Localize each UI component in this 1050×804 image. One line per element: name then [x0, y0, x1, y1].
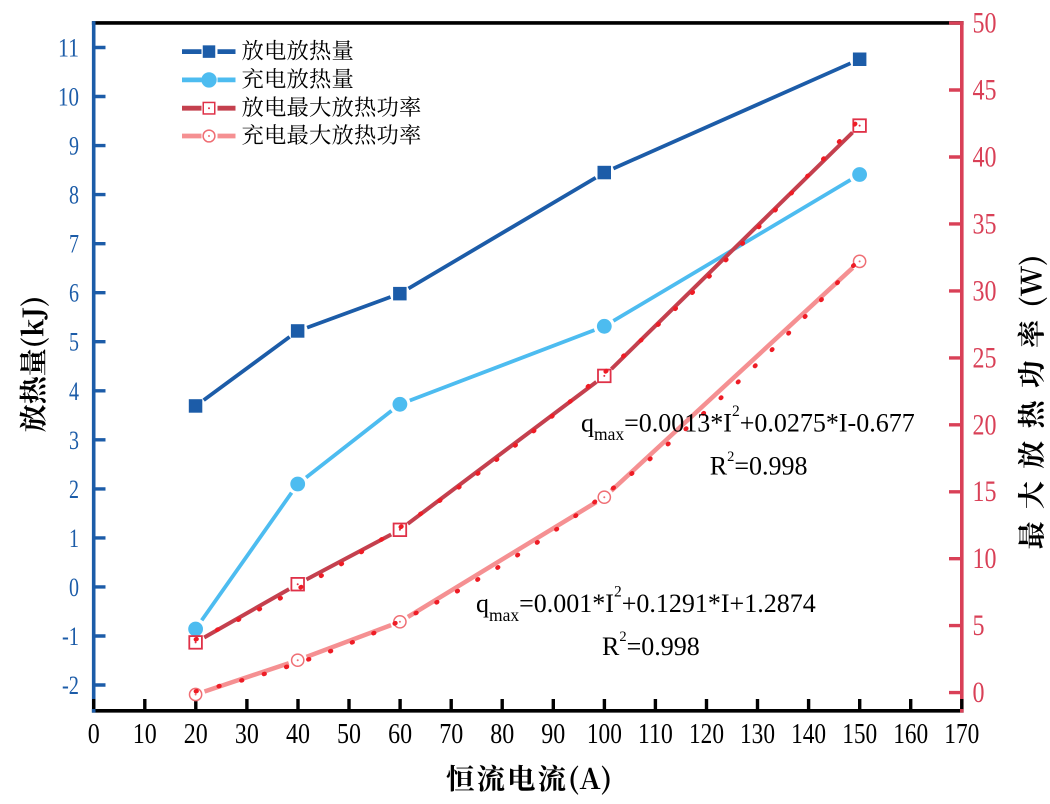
svg-text:2: 2: [69, 475, 79, 504]
svg-text:140: 140: [791, 718, 826, 750]
svg-text:25: 25: [973, 342, 997, 374]
svg-text:30: 30: [235, 718, 259, 750]
svg-text:0: 0: [88, 718, 100, 750]
svg-text:R2=0.998: R2=0.998: [602, 629, 700, 661]
svg-text:160: 160: [893, 718, 928, 750]
svg-text:170: 170: [944, 718, 979, 750]
svg-text:9: 9: [69, 132, 79, 161]
svg-text:40: 40: [973, 142, 997, 174]
svg-text:8: 8: [69, 181, 79, 210]
svg-text:90: 90: [541, 718, 565, 750]
svg-text:qmax=0.001*I2+0.1291*I+1.2874: qmax=0.001*I2+0.1291*I+1.2874: [476, 584, 816, 625]
svg-text:100: 100: [587, 718, 622, 750]
svg-text:50: 50: [337, 718, 361, 750]
svg-text:120: 120: [689, 718, 724, 750]
svg-text:-1: -1: [62, 622, 79, 651]
svg-text:60: 60: [388, 718, 412, 750]
svg-text:80: 80: [490, 718, 514, 750]
svg-text:35: 35: [973, 208, 997, 240]
svg-text:40: 40: [286, 718, 310, 750]
svg-text:5: 5: [973, 610, 985, 642]
svg-text:6: 6: [69, 279, 79, 308]
svg-text:20: 20: [973, 409, 997, 441]
svg-text:3: 3: [69, 426, 79, 455]
svg-text:45: 45: [973, 75, 997, 107]
svg-text:15: 15: [973, 476, 997, 508]
svg-text:30: 30: [973, 275, 997, 307]
svg-text:70: 70: [439, 718, 463, 750]
svg-text:20: 20: [184, 718, 208, 750]
svg-text:10: 10: [973, 543, 997, 575]
svg-text:10: 10: [133, 718, 157, 750]
svg-text:4: 4: [69, 377, 79, 406]
svg-text:0: 0: [973, 677, 985, 709]
svg-text:7: 7: [69, 230, 79, 259]
svg-text:R2=0.998: R2=0.998: [710, 449, 808, 481]
svg-text:-2: -2: [62, 671, 79, 700]
svg-text:5: 5: [69, 328, 79, 357]
svg-text:10: 10: [58, 83, 79, 112]
svg-text:130: 130: [740, 718, 775, 750]
svg-text:11: 11: [58, 34, 79, 63]
svg-text:1: 1: [69, 524, 79, 553]
svg-text:0: 0: [69, 573, 79, 602]
svg-text:150: 150: [842, 718, 877, 750]
svg-text:110: 110: [638, 718, 673, 750]
svg-text:50: 50: [973, 8, 997, 40]
svg-text:qmax=0.0013*I2+0.0275*I-0.677: qmax=0.0013*I2+0.0275*I-0.677: [581, 403, 915, 444]
